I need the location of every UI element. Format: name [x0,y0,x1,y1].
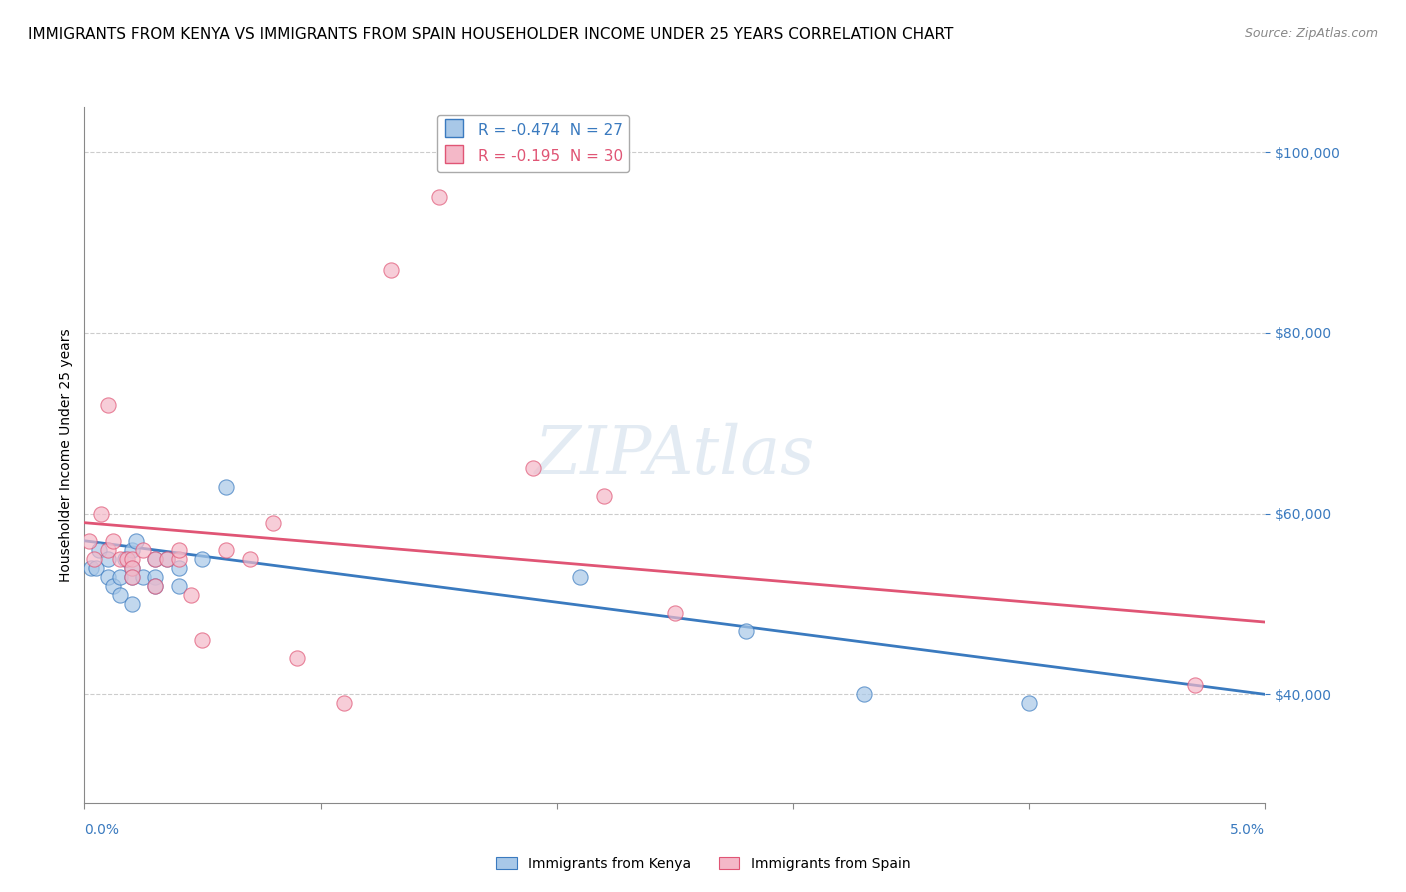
Point [593,489,616,503]
Point [522,461,544,475]
Point [852,687,875,701]
Point [101,579,124,593]
Point [191,633,214,648]
Point [143,551,166,566]
Point [121,570,143,584]
Point [108,551,131,566]
Point [121,561,143,575]
Point [167,561,190,575]
Point [143,579,166,593]
Point [569,570,592,584]
Point [132,570,155,584]
Point [1184,678,1206,692]
Point [101,533,124,548]
Point [97,570,120,584]
Point [143,579,166,593]
Text: Source: ZipAtlas.com: Source: ZipAtlas.com [1244,27,1378,40]
Legend: Immigrants from Kenya, Immigrants from Spain: Immigrants from Kenya, Immigrants from S… [491,851,915,876]
Point [239,551,262,566]
Point [143,551,166,566]
Point [84,561,107,575]
Point [380,262,402,277]
Point [108,588,131,602]
Point [427,190,450,204]
Point [191,551,214,566]
Point [132,542,155,557]
Point [97,551,120,566]
Point [167,551,190,566]
Legend: R = -0.474  N = 27, R = -0.195  N = 30: R = -0.474 N = 27, R = -0.195 N = 30 [437,115,630,172]
Point [77,533,100,548]
Point [180,588,202,602]
Point [121,551,143,566]
Point [97,398,120,412]
Point [121,597,143,611]
Text: IMMIGRANTS FROM KENYA VS IMMIGRANTS FROM SPAIN HOUSEHOLDER INCOME UNDER 25 YEARS: IMMIGRANTS FROM KENYA VS IMMIGRANTS FROM… [28,27,953,42]
Point [108,570,131,584]
Point [734,624,756,639]
Point [262,516,284,530]
Point [167,579,190,593]
Point [156,551,179,566]
Point [114,551,136,566]
Point [1018,697,1040,711]
Point [90,507,112,521]
Text: 0.0%: 0.0% [84,823,120,837]
Point [167,542,190,557]
Point [83,551,105,566]
Point [121,570,143,584]
Point [121,561,143,575]
Point [115,551,138,566]
Point [80,561,103,575]
Point [333,697,356,711]
Point [97,542,120,557]
Point [156,551,179,566]
Point [215,542,238,557]
Y-axis label: Householder Income Under 25 years: Householder Income Under 25 years [59,328,73,582]
Point [125,533,148,548]
Text: ZIPAtlas: ZIPAtlas [534,422,815,488]
Point [87,542,110,557]
Point [664,606,686,620]
Point [121,542,143,557]
Point [215,479,238,493]
Text: 5.0%: 5.0% [1230,823,1265,837]
Point [285,651,308,665]
Point [143,570,166,584]
